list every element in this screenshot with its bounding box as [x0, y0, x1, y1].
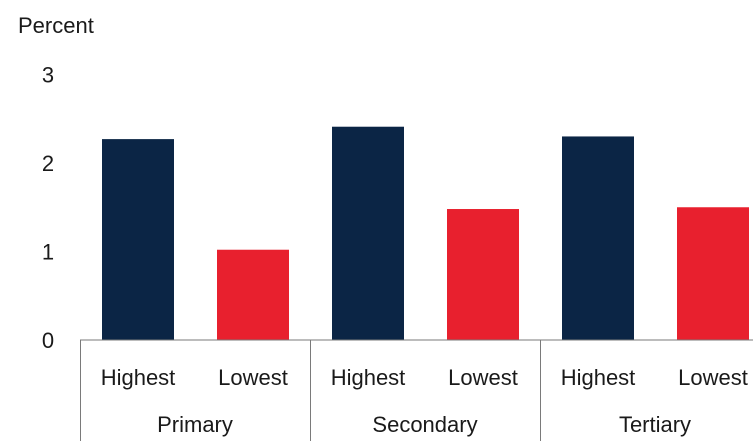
bar-label: Highest: [561, 365, 636, 390]
bar-label: Lowest: [678, 365, 748, 390]
y-axis-label: Percent: [18, 13, 94, 38]
y-tick-label: 2: [42, 151, 54, 176]
bar-tertiary-highest: [562, 136, 634, 340]
bar-label: Highest: [331, 365, 406, 390]
y-tick-label: 3: [42, 63, 54, 88]
bar-label: Highest: [101, 365, 176, 390]
group-label: Tertiary: [619, 412, 691, 437]
group-label: Primary: [157, 412, 233, 437]
bar-tertiary-lowest: [677, 207, 749, 340]
y-tick-label: 1: [42, 240, 54, 265]
bar-secondary-highest: [332, 126, 404, 340]
group-label: Secondary: [372, 412, 477, 437]
y-tick-label: 0: [42, 328, 54, 353]
bar-primary-highest: [102, 139, 174, 340]
bar-primary-lowest: [217, 249, 289, 340]
bar-label: Lowest: [218, 365, 288, 390]
bar-secondary-lowest: [447, 209, 519, 340]
category-axis: Highest Lowest Primary Highest Lowest Seconda…: [80, 339, 753, 441]
y-axis-ticks: 0 1 2 3: [42, 63, 54, 354]
bar-label: Lowest: [448, 365, 518, 390]
bars: [102, 126, 749, 340]
